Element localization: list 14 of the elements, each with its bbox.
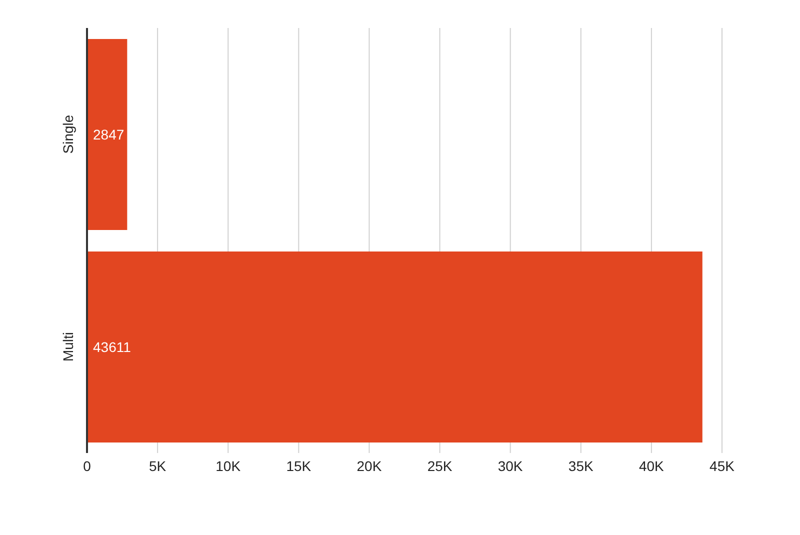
x-tick-label: 10K xyxy=(216,458,242,474)
x-tick-label: 45K xyxy=(710,458,736,474)
x-tick-label: 15K xyxy=(286,458,312,474)
y-tick-label: Multi xyxy=(60,332,76,362)
y-tick-label: Single xyxy=(60,114,76,154)
data-label: 2847 xyxy=(93,126,124,142)
data-label: 43611 xyxy=(93,338,132,355)
x-tick-label: 5K xyxy=(148,458,167,474)
x-tick-label: 40K xyxy=(638,458,665,474)
x-tick-label: 0 xyxy=(83,458,92,474)
x-tick-label: 35K xyxy=(568,458,594,474)
x-tick-label: 20K xyxy=(356,458,382,474)
x-tick-label: 25K xyxy=(427,458,453,474)
x-tick-label: 30K xyxy=(498,458,524,474)
